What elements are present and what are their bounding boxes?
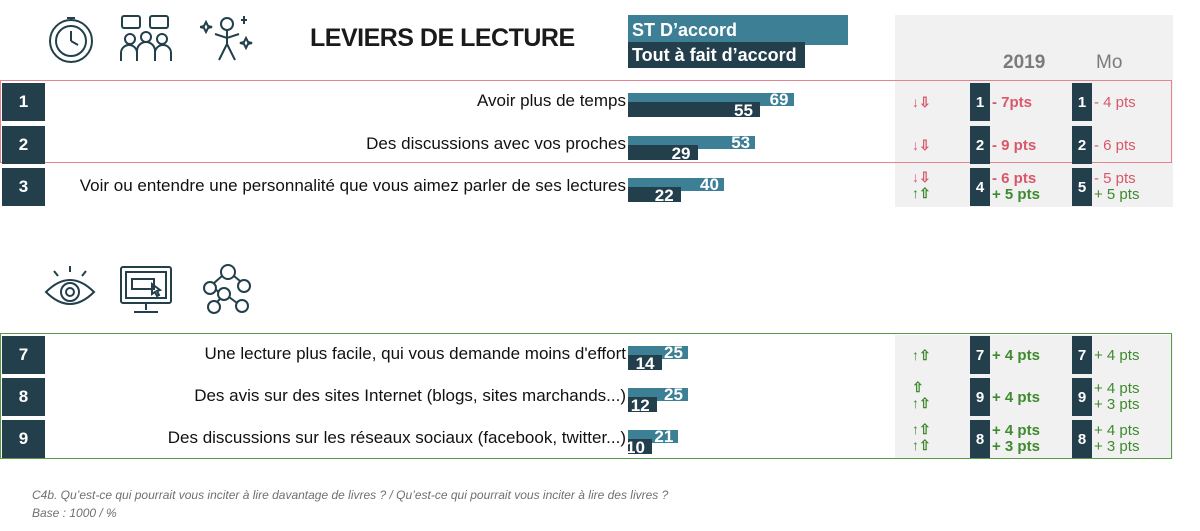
rank-mo-box: 8 <box>1072 420 1092 458</box>
delta-mo: - 4 pts <box>1094 94 1136 111</box>
social-network-icon <box>200 262 256 316</box>
stopwatch-icon <box>45 14 97 66</box>
value-tout-a-fait: 29 <box>671 144 691 163</box>
delta-mo: + 3 pts <box>1094 396 1140 413</box>
star-person-icon <box>200 12 254 68</box>
delta-mo: - 6 pts <box>1094 137 1136 154</box>
row-rank-box: 2 <box>2 126 45 164</box>
footnote-base: Base : 1000 / % <box>32 506 117 520</box>
trend-up-icon: ↑⇧ <box>912 347 931 363</box>
delta-2019: + 3 pts <box>992 438 1040 455</box>
bar-tout-a-fait <box>628 355 662 370</box>
value-st-accord: 21 <box>654 427 674 446</box>
row-label: Des avis sur des sites Internet (blogs, … <box>194 386 626 405</box>
rank-mo-box: 2 <box>1072 126 1092 164</box>
rank-2019-box: 8 <box>970 420 990 458</box>
row-label: Voir ou entendre une personnalité que vo… <box>79 176 626 195</box>
eye-icon <box>42 262 98 316</box>
delta-mo: + 3 pts <box>1094 438 1140 455</box>
rank-2019-box: 7 <box>970 336 990 374</box>
bar-tout-a-fait <box>628 145 698 160</box>
delta-mo: + 5 pts <box>1094 186 1140 203</box>
delta-2019: + 4 pts <box>992 422 1040 439</box>
row-label: Avoir plus de temps <box>477 91 626 110</box>
trend-up-icon: ↑⇧ <box>912 395 931 411</box>
value-tout-a-fait: 55 <box>734 101 753 120</box>
delta-mo: + 4 pts <box>1094 380 1140 397</box>
page-title: LEVIERS DE LECTURE <box>310 24 575 52</box>
delta-2019: - 7pts <box>992 94 1033 111</box>
row-label: Des discussions avec vos proches <box>366 134 626 153</box>
value-st-accord: 25 <box>664 385 683 404</box>
trend-down-icon: ↓⇩ <box>912 137 931 153</box>
rising-levers-frame <box>0 333 1172 459</box>
value-st-accord: 69 <box>769 90 789 109</box>
legend-st-accord: ST D’accord <box>628 15 848 45</box>
trend-panel-top <box>895 15 1173 207</box>
delta-2019: + 4 pts <box>992 389 1040 406</box>
trend-up-icon: ↑⇧ <box>912 437 931 453</box>
trend-up-icon: ⇧ <box>912 379 924 395</box>
rank-2019-box: 9 <box>970 378 990 416</box>
row-label: Des discussions sur les réseaux sociaux … <box>167 428 626 447</box>
delta-mo: - 5 pts <box>1094 170 1136 187</box>
rank-2019-box: 1 <box>970 83 990 121</box>
trend-up-icon: ↑⇧ <box>912 421 931 437</box>
delta-mo: + 4 pts <box>1094 422 1140 439</box>
delta-2019: + 5 pts <box>992 186 1040 203</box>
bar-tout-a-fait <box>628 439 652 454</box>
rank-2019-box: 4 <box>970 168 990 206</box>
discussion-group-icon <box>118 13 174 67</box>
value-st-accord: 40 <box>700 175 719 194</box>
delta-2019: + 4 pts <box>992 347 1040 364</box>
delta-mo: + 4 pts <box>1094 347 1140 364</box>
footnote-question: C4b. Qu’est-ce qui pourrait vous inciter… <box>32 488 669 502</box>
computer-screen-icon <box>118 264 174 316</box>
trend-down-icon: ↓⇩ <box>912 94 931 110</box>
trend-up-icon: ↑⇧ <box>912 185 931 201</box>
top-ranked-frame <box>0 80 1172 163</box>
column-header-mo: Mo <box>1096 52 1123 73</box>
rank-2019-box: 2 <box>970 126 990 164</box>
row-rank-box: 3 <box>2 168 45 206</box>
row-rank-box: 9 <box>2 420 45 458</box>
bar-tout-a-fait <box>628 102 760 117</box>
row-label: Une lecture plus facile, qui vous demand… <box>204 344 626 363</box>
delta-2019: - 9 pts <box>992 137 1037 154</box>
row-rank-box: 8 <box>2 378 45 416</box>
delta-2019: - 6 pts <box>992 170 1037 187</box>
value-tout-a-fait: 14 <box>635 354 655 373</box>
bar-tout-a-fait <box>628 187 681 202</box>
trend-down-icon: ↓⇩ <box>912 169 931 185</box>
rank-mo-box: 7 <box>1072 336 1092 374</box>
value-tout-a-fait: 22 <box>654 186 674 205</box>
value-st-accord: 53 <box>731 133 751 152</box>
trend-panel-bottom <box>895 335 1173 459</box>
column-header-2019: 2019 <box>1003 52 1046 73</box>
value-tout-a-fait: 12 <box>630 396 650 415</box>
legend-tout-a-fait: Tout à fait d’accord <box>628 42 805 68</box>
bar-tout-a-fait <box>628 397 657 412</box>
rank-mo-box: 1 <box>1072 83 1092 121</box>
rank-mo-box: 9 <box>1072 378 1092 416</box>
rank-mo-box: 5 <box>1072 168 1092 206</box>
value-st-accord: 25 <box>664 343 683 362</box>
row-rank-box: 1 <box>2 83 45 121</box>
row-rank-box: 7 <box>2 336 45 374</box>
value-tout-a-fait: 10 <box>626 438 645 457</box>
